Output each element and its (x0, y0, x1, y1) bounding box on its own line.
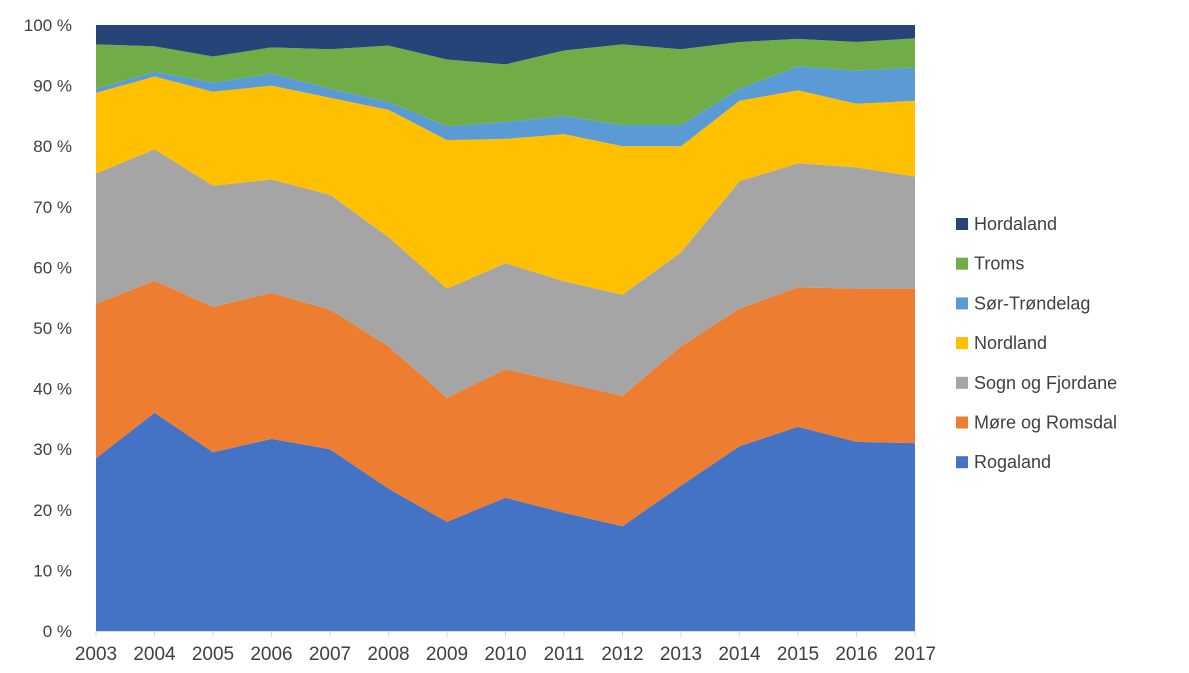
x-tick-label: 2017 (894, 644, 936, 665)
area-nordland (96, 76, 915, 295)
y-tick-label: 90 % (33, 77, 72, 96)
legend-label: Nordland (974, 333, 1047, 353)
x-axis: 2003 2004 2005 2006 2007 2008 2009 2010 2011 2012… (75, 631, 936, 665)
x-tick-label: 2005 (192, 644, 234, 665)
legend-item-rogaland: Rogaland (956, 452, 1051, 472)
legend-label: Møre og Romsdal (974, 413, 1117, 433)
legend: Hordaland Troms Sør-Trøndelag Nordland Sogn … (956, 214, 1117, 472)
x-tick-label: 2009 (426, 644, 468, 665)
x-tick-label: 2010 (484, 644, 526, 665)
x-tick-label: 2015 (777, 644, 819, 665)
x-tick-label: 2011 (544, 644, 585, 665)
y-tick-label: 0 % (43, 622, 72, 641)
legend-swatch (956, 218, 968, 230)
x-tick-label: 2016 (835, 644, 877, 665)
area-hordaland (96, 25, 915, 65)
legend-swatch (956, 416, 968, 429)
y-tick-label: 50 % (33, 319, 72, 338)
y-tick-label: 30 % (33, 440, 72, 459)
y-tick-label: 60 % (33, 258, 72, 277)
x-tick-label: 2007 (309, 644, 351, 665)
legend-label: Rogaland (974, 452, 1051, 472)
legend-item-sor-trondelag: Sør-Trøndelag (956, 293, 1090, 313)
area-sor-trondelag (96, 66, 915, 147)
y-tick-label: 70 % (33, 198, 72, 217)
y-tick-label: 10 % (33, 561, 72, 580)
x-tick-label: 2003 (75, 644, 117, 665)
x-tick-label: 2014 (718, 644, 761, 665)
legend-label: Sogn og Fjordane (974, 373, 1117, 393)
area-sogn-og-fjordane (96, 149, 915, 398)
legend-swatch (956, 297, 968, 310)
legend-item-nordland: Nordland (956, 333, 1047, 353)
legend-swatch (956, 376, 968, 389)
y-tick-label: 40 % (33, 380, 72, 399)
legend-label: Sør-Trøndelag (974, 293, 1090, 313)
area-more-og-romsdal (96, 280, 915, 527)
legend-label: Troms (974, 254, 1024, 274)
legend-item-sogn-og-fjordane: Sogn og Fjordane (956, 373, 1117, 393)
x-tick-label: 2013 (660, 644, 702, 665)
legend-item-troms: Troms (956, 254, 1024, 274)
legend-swatch (956, 257, 968, 270)
y-tick-label: 80 % (33, 137, 72, 156)
legend-swatch (956, 337, 968, 350)
x-tick-label: 2004 (133, 644, 176, 665)
legend-label: Hordaland (974, 214, 1057, 234)
legend-item-more-og-romsdal: Møre og Romsdal (956, 413, 1117, 433)
area-troms (96, 38, 915, 127)
x-tick-label: 2006 (250, 644, 292, 665)
legend-swatch (956, 456, 968, 469)
y-tick-label: 100 % (24, 16, 72, 35)
x-tick-label: 2008 (367, 644, 409, 665)
x-tick-label: 2012 (601, 644, 643, 665)
y-axis: 0 % 10 % 20 % 30 % 40 % 50 % 60 % 70 % 80 % 90 % 1… (24, 16, 72, 641)
area-layer (96, 25, 915, 631)
area-rogaland (96, 412, 915, 631)
y-tick-label: 20 % (33, 501, 72, 520)
legend-item-hordaland: Hordaland (956, 214, 1057, 234)
